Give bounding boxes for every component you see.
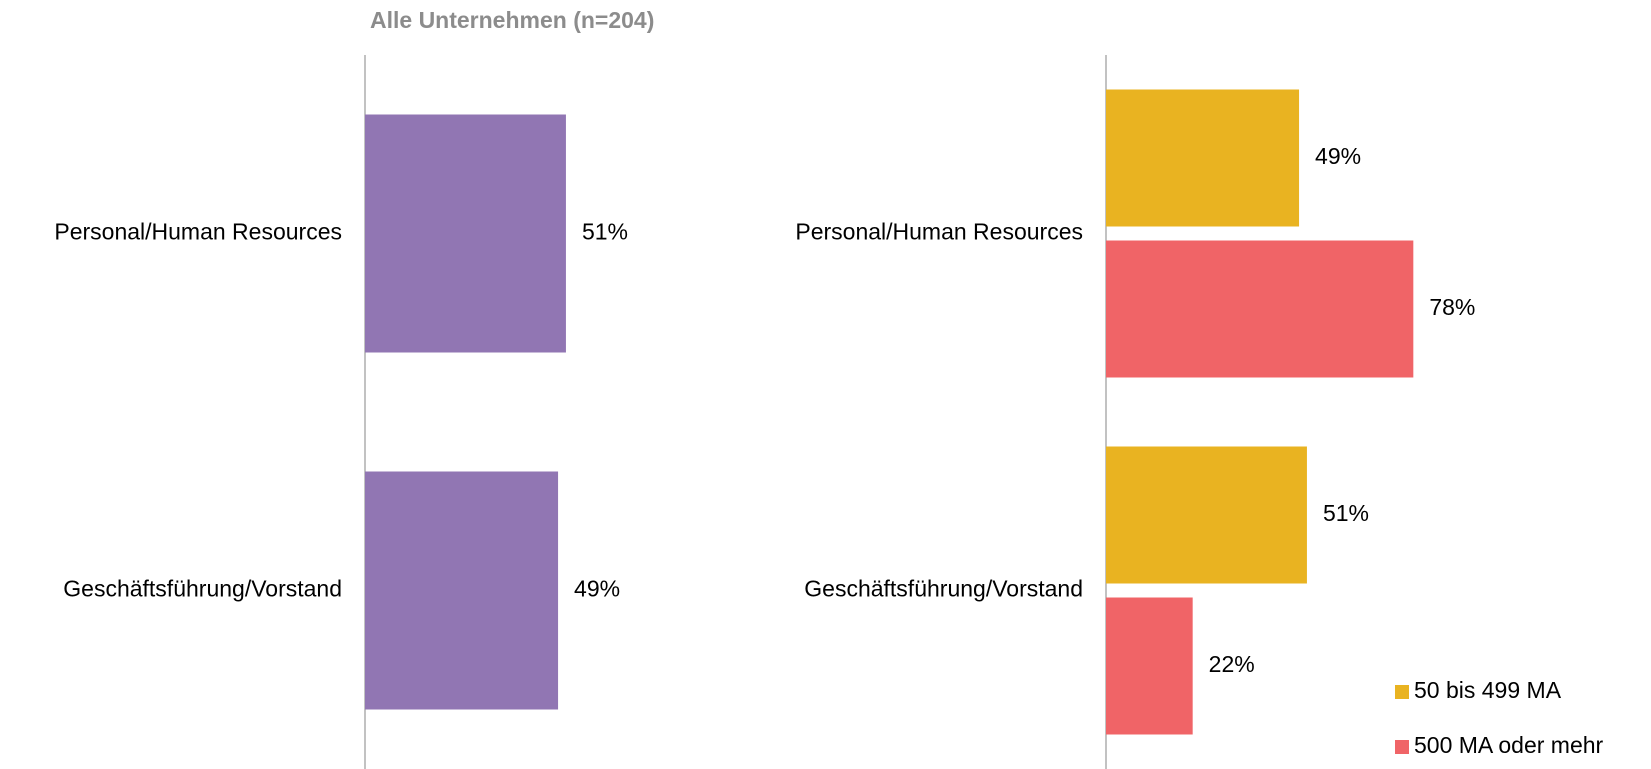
bar: [365, 114, 566, 353]
legend-label: 500 MA oder mehr: [1414, 732, 1604, 758]
category-label: Personal/Human Resources: [54, 219, 342, 245]
bar: [1106, 446, 1307, 584]
value-label: 51%: [1323, 500, 1369, 526]
value-label: 51%: [582, 219, 628, 245]
legend-swatch: [1395, 740, 1409, 754]
value-label: 22%: [1209, 651, 1255, 677]
value-label: 78%: [1429, 294, 1475, 320]
category-label: Personal/Human Resources: [795, 219, 1083, 245]
category-label: Geschäftsführung/Vorstand: [804, 576, 1083, 602]
legend-swatch: [1395, 685, 1409, 699]
bar: [1106, 89, 1300, 227]
bar: [365, 471, 559, 710]
category-label: Geschäftsführung/Vorstand: [63, 576, 342, 602]
value-label: 49%: [574, 576, 620, 602]
bar: [1106, 240, 1414, 378]
legend-label: 50 bis 499 MA: [1414, 677, 1562, 703]
chart-title: Alle Unternehmen (n=204): [370, 7, 654, 33]
bar: [1106, 597, 1193, 735]
value-label: 49%: [1315, 143, 1361, 169]
